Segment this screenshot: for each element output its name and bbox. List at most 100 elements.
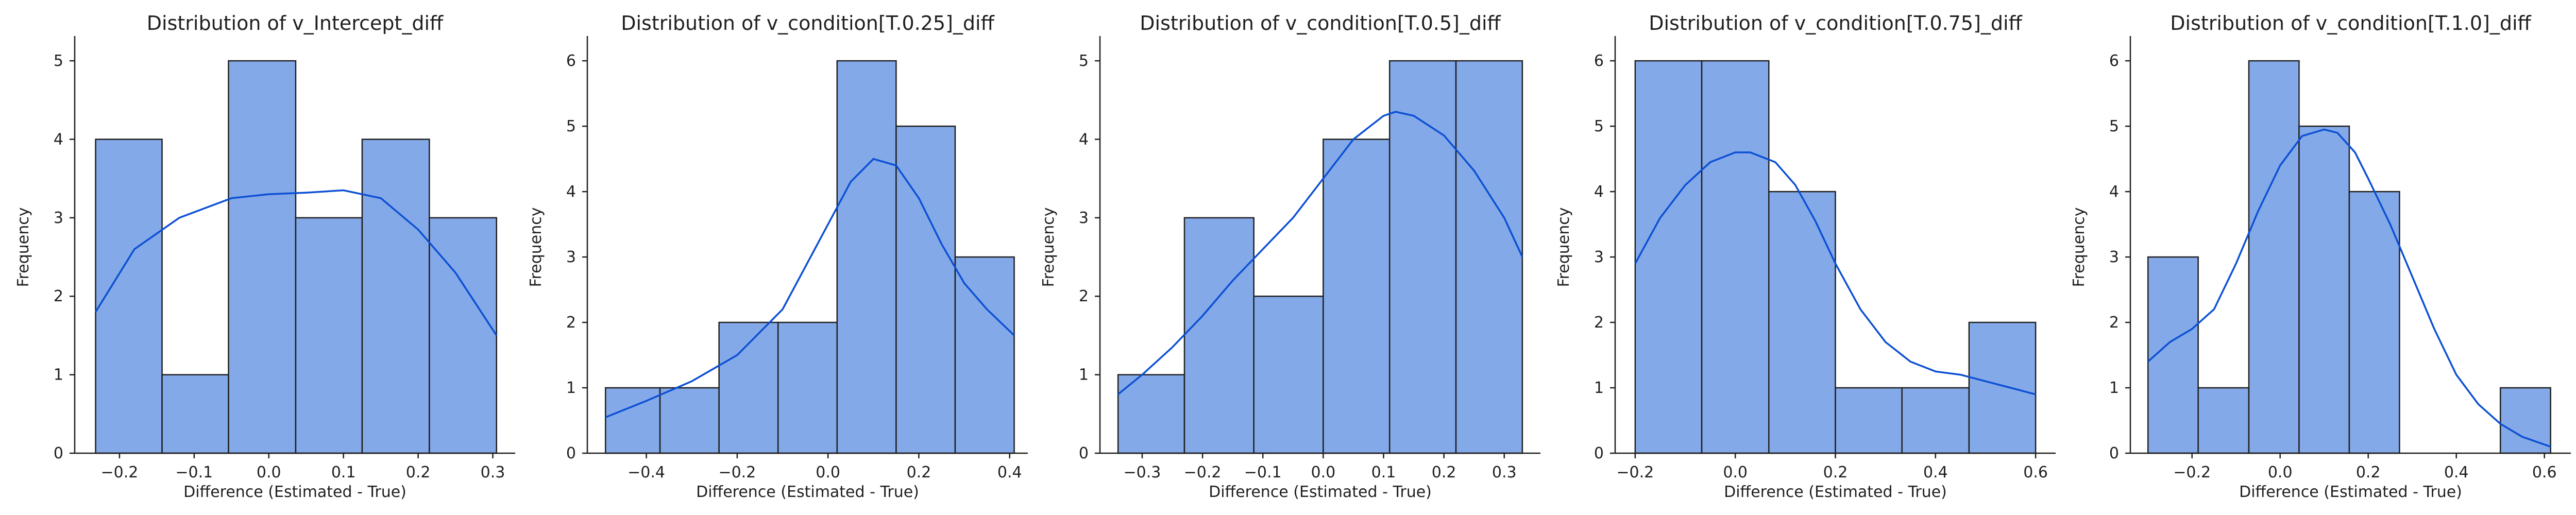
x-axis-label: Difference (Estimated - True): [183, 483, 406, 501]
x-tick-label: −0.1: [175, 464, 213, 482]
y-tick-label: 3: [1594, 248, 1604, 266]
x-axis-label: Difference (Estimated - True): [696, 483, 919, 501]
x-tick-label: −0.3: [1124, 464, 1161, 482]
y-tick-label: 2: [54, 287, 63, 305]
chart-title: Distribution of v_condition[T.0.5]_diff: [1140, 12, 1501, 35]
histogram-bar: [895, 125, 956, 454]
x-tick-label: 0.6: [2023, 464, 2048, 482]
y-tick-label: 1: [566, 379, 576, 397]
x-tick-label: 0.1: [1371, 464, 1396, 482]
y-tick-label: 4: [1594, 183, 1604, 201]
x-tick-label: 0.2: [2356, 464, 2381, 482]
y-axis-label: Frequency: [1040, 208, 1058, 287]
y-axis-label: Frequency: [14, 208, 32, 287]
x-tick-label: 0.4: [2444, 464, 2469, 482]
x-tick-label: −0.1: [1244, 464, 1282, 482]
kde-curve: [1117, 111, 1523, 396]
x-tick-label: 0.0: [257, 464, 281, 482]
x-tick-label: 0.0: [1311, 464, 1335, 482]
x-tick-label: 0.2: [907, 464, 931, 482]
x-tick-label: 0.0: [816, 464, 840, 482]
x-tick-label: 0.1: [331, 464, 356, 482]
histogram-bar: [1183, 217, 1255, 454]
x-tick-label: 0.3: [1492, 464, 1517, 482]
histogram-bar: [659, 387, 720, 454]
chart-panel: 0 1 2 3 4 5 6 −0.4 −0.2 0.0 0.2 0.4 Distribution of …: [527, 12, 1028, 501]
histogram-bar: [2248, 60, 2300, 454]
chart-title: Distribution of v_Intercept_diff: [147, 12, 444, 35]
histogram-bar: [1835, 387, 1903, 454]
y-tick-label: 6: [2109, 52, 2119, 70]
y-tick-label: 1: [2109, 379, 2119, 397]
kde-curve: [95, 189, 498, 336]
x-tick-label: −0.2: [2173, 464, 2211, 482]
kde-curve: [1634, 151, 2036, 396]
y-tick-label: 3: [2109, 248, 2119, 266]
y-tick-label: 1: [54, 366, 63, 384]
y-tick-label: 0: [1079, 444, 1089, 462]
y-tick-label: 5: [1594, 117, 1604, 135]
histogram-bar: [2499, 387, 2551, 454]
x-tick-label: 0.2: [406, 464, 431, 482]
y-tick-label: 6: [566, 52, 576, 70]
kde-curve: [605, 158, 1015, 418]
histogram-bar: [295, 217, 363, 454]
chart-title: Distribution of v_condition[T.0.75]_diff: [1649, 12, 2022, 35]
x-tick-label: 0.2: [1823, 464, 1848, 482]
y-tick-label: 0: [1594, 444, 1604, 462]
histogram-bar: [2298, 125, 2350, 454]
y-tick-label: 3: [566, 248, 576, 266]
y-tick-label: 0: [2109, 444, 2119, 462]
y-tick-label: 0: [566, 444, 576, 462]
y-tick-label: 3: [1079, 209, 1089, 227]
y-tick-label: 4: [1079, 130, 1089, 148]
y-tick-label: 2: [566, 314, 576, 332]
y-tick-label: 2: [1594, 314, 1604, 332]
x-axis-label: Difference (Estimated - True): [1209, 483, 1432, 501]
x-tick-label: 0.3: [481, 464, 505, 482]
histogram-bar: [1323, 139, 1391, 454]
y-tick-label: 4: [2109, 183, 2119, 201]
histogram-bar: [228, 60, 297, 454]
y-tick-label: 5: [2109, 117, 2119, 135]
chart-panel: 0 1 2 3 4 5 6 −0.2 0.0 0.2 0.4 0.6 Distribution of v…: [2070, 12, 2571, 501]
chart-panel: 0 1 2 3 4 5 6 −0.2 0.0 0.2 0.4 0.6 Distribution of v…: [1555, 12, 2056, 501]
histogram-bar: [361, 139, 430, 454]
kde-curve: [2147, 128, 2551, 448]
chart-title: Distribution of v_condition[T.1.0]_diff: [2170, 12, 2531, 35]
x-tick-label: 0.6: [2532, 464, 2557, 482]
x-tick-label: 0.0: [2268, 464, 2293, 482]
chart-panel: 0 1 2 3 4 5 −0.2 −0.1 0.0 0.1 0.2 0.3 Distribution o…: [14, 12, 515, 501]
x-tick-label: −0.2: [718, 464, 756, 482]
histogram-bar: [1455, 60, 1523, 454]
histogram-bar: [1768, 191, 1836, 454]
histogram-bar: [1901, 387, 1970, 454]
y-tick-label: 5: [54, 52, 63, 70]
x-tick-label: −0.2: [101, 464, 139, 482]
y-tick-label: 5: [566, 117, 576, 135]
y-axis-label: Frequency: [527, 208, 545, 287]
chart-title: Distribution of v_condition[T.0.25]_diff: [621, 12, 994, 35]
y-tick-label: 5: [1079, 52, 1089, 70]
histogram-bar: [718, 321, 779, 454]
histogram-bar: [1701, 60, 1770, 454]
y-tick-label: 3: [54, 209, 63, 227]
y-tick-label: 6: [1594, 52, 1604, 70]
y-tick-label: 1: [1079, 366, 1089, 384]
x-axis-label: Difference (Estimated - True): [1724, 483, 1947, 501]
histogram-bar: [2348, 191, 2400, 454]
histogram-bar: [1117, 374, 1185, 454]
y-tick-label: 4: [54, 130, 63, 148]
x-tick-label: 0.0: [1723, 464, 1748, 482]
histogram-bar: [95, 139, 163, 454]
histogram-bar: [954, 256, 1015, 454]
x-axis-label: Difference (Estimated - True): [2239, 483, 2462, 501]
histogram-bar: [1253, 295, 1324, 454]
histogram-bar: [836, 60, 897, 454]
x-tick-label: 0.4: [997, 464, 1022, 482]
x-tick-label: −0.2: [1616, 464, 1654, 482]
x-tick-label: −0.2: [1184, 464, 1222, 482]
histogram-bar: [1968, 321, 2037, 454]
histogram-bar: [429, 217, 498, 454]
